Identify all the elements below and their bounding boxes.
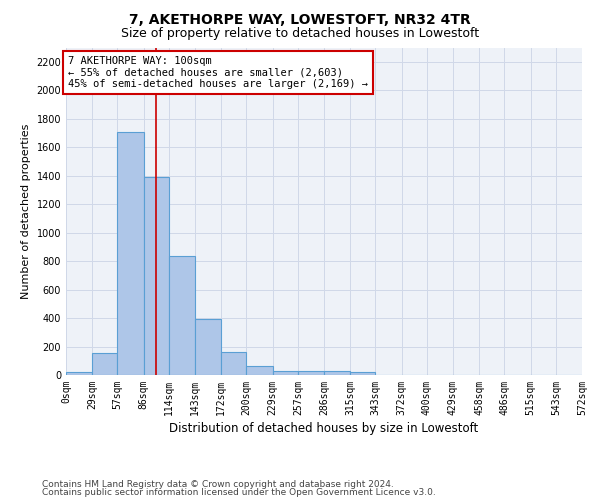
Bar <box>350 372 376 375</box>
Y-axis label: Number of detached properties: Number of detached properties <box>21 124 31 299</box>
X-axis label: Distribution of detached houses by size in Lowestoft: Distribution of detached houses by size … <box>169 422 479 435</box>
Bar <box>324 372 350 375</box>
Bar <box>169 256 195 375</box>
Bar <box>298 371 324 375</box>
Text: 7, AKETHORPE WAY, LOWESTOFT, NR32 4TR: 7, AKETHORPE WAY, LOWESTOFT, NR32 4TR <box>129 12 471 26</box>
Bar <box>272 370 298 375</box>
Text: Contains public sector information licensed under the Open Government Licence v3: Contains public sector information licen… <box>42 488 436 497</box>
Bar <box>247 366 272 375</box>
Bar <box>195 320 221 375</box>
Text: Contains HM Land Registry data © Crown copyright and database right 2024.: Contains HM Land Registry data © Crown c… <box>42 480 394 489</box>
Bar <box>66 372 92 375</box>
Bar <box>92 353 118 375</box>
Bar <box>143 177 169 375</box>
Text: Size of property relative to detached houses in Lowestoft: Size of property relative to detached ho… <box>121 28 479 40</box>
Bar <box>221 352 247 375</box>
Bar <box>118 132 143 375</box>
Text: 7 AKETHORPE WAY: 100sqm
← 55% of detached houses are smaller (2,603)
45% of semi: 7 AKETHORPE WAY: 100sqm ← 55% of detache… <box>68 56 368 89</box>
